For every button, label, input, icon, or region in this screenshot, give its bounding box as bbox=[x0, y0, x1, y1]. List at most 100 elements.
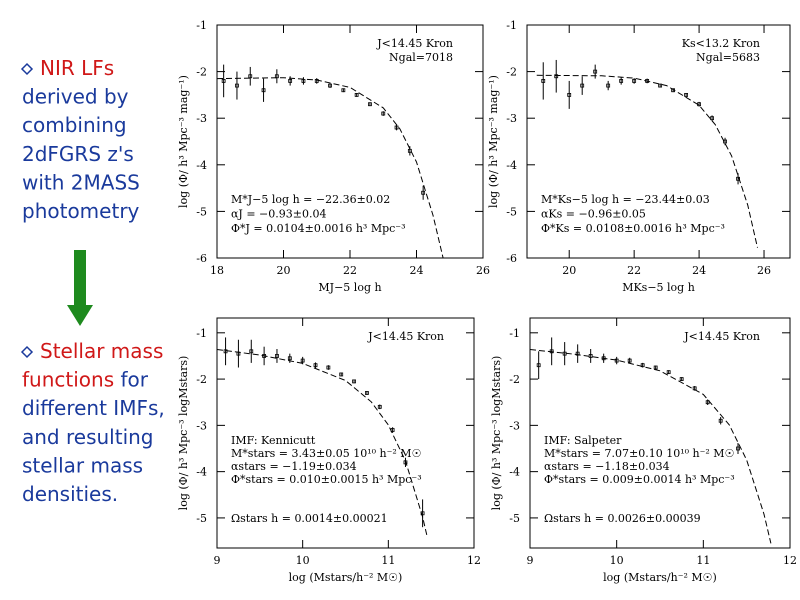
data-point bbox=[723, 139, 727, 144]
y-tick-label: -1 bbox=[196, 327, 207, 340]
data-point bbox=[275, 354, 279, 358]
data-point bbox=[390, 428, 395, 432]
data-point bbox=[403, 460, 408, 465]
data-point bbox=[697, 102, 701, 107]
density-note: Ωstars h = 0.0026±0.00039 bbox=[544, 512, 701, 525]
chart-panel: 9 10 11 12 -5 -4 -3 -2 -1 log (Mstars/h⁻² M☉) log … bbox=[490, 317, 797, 584]
panel-label: J<14.45 Kron bbox=[376, 37, 453, 50]
text-run: for bbox=[114, 368, 149, 392]
fit-annotation: Φ*stars = 0.010±0.0015 h³ Mpc⁻³ bbox=[231, 473, 422, 486]
text-run: and resulting bbox=[22, 425, 154, 449]
data-point bbox=[249, 349, 254, 354]
bullet-line: combining bbox=[22, 113, 127, 137]
text-run: Stellar mass bbox=[40, 339, 163, 363]
data-point bbox=[580, 83, 585, 88]
fit-annotation: IMF: Kennicutt bbox=[231, 434, 316, 447]
data-point bbox=[554, 74, 559, 79]
data-point bbox=[588, 354, 593, 358]
data-point bbox=[236, 351, 241, 356]
plot-frame bbox=[216, 317, 475, 549]
data-point bbox=[692, 386, 697, 391]
data-point bbox=[223, 349, 228, 354]
x-axis-label: log (Mstars/h⁻² M☉) bbox=[289, 571, 403, 584]
bullet-line: NIR LFs bbox=[40, 56, 114, 80]
plot-area bbox=[217, 64, 444, 258]
data-point bbox=[221, 79, 226, 83]
data-point bbox=[420, 511, 425, 516]
data-point bbox=[640, 363, 645, 368]
y-tick-label: -1 bbox=[506, 19, 517, 32]
bullet-line: and resulting bbox=[22, 425, 154, 449]
x-tick-label: 12 bbox=[467, 554, 481, 567]
data-point bbox=[314, 79, 319, 83]
data-point bbox=[368, 102, 372, 107]
text-run: NIR LFs bbox=[40, 56, 114, 80]
x-tick-label: 20 bbox=[277, 264, 291, 277]
chart-panel: 20 22 24 26 -6 -5 -4 -3 -2 -1 MKs−5 log h log (Φ/ h… bbox=[487, 19, 791, 294]
data-point bbox=[341, 88, 346, 93]
fit-annotation: IMF: Salpeter bbox=[544, 434, 622, 447]
data-point bbox=[627, 358, 632, 363]
data-point bbox=[614, 358, 619, 363]
schechter-fit bbox=[217, 77, 444, 258]
y-tick-label: -2 bbox=[509, 373, 520, 386]
bullet-diamond bbox=[20, 62, 34, 76]
text-run: densities. bbox=[22, 482, 118, 506]
plot-frame bbox=[526, 24, 791, 259]
plot-area bbox=[536, 59, 758, 248]
fit-annotation: Φ*stars = 0.009±0.0014 h³ Mpc⁻³ bbox=[544, 473, 735, 486]
fit-annotation: Φ*J = 0.0104±0.0016 h³ Mpc⁻³ bbox=[231, 222, 406, 235]
fit-annotation: M*stars = 3.43±0.05 10¹⁰ h⁻² M☉ bbox=[231, 447, 421, 460]
data-point bbox=[274, 74, 279, 79]
fit-annotation: M*J−5 log h = −22.36±0.02 bbox=[231, 193, 390, 206]
x-axis-label: MJ−5 log h bbox=[318, 281, 381, 294]
x-tick-label: 26 bbox=[476, 264, 490, 277]
data-point bbox=[407, 148, 412, 153]
bullet-line: derived by bbox=[22, 85, 129, 109]
y-tick-label: -1 bbox=[509, 327, 520, 340]
data-point bbox=[601, 356, 606, 361]
y-tick-label: -3 bbox=[506, 112, 517, 125]
fit-annotation: Φ*Ks = 0.0108±0.0016 h³ Mpc⁻³ bbox=[541, 222, 725, 235]
y-tick-label: -5 bbox=[509, 512, 520, 525]
data-point bbox=[549, 349, 554, 354]
data-point bbox=[736, 446, 740, 451]
data-point bbox=[261, 88, 266, 93]
y-tick-label: -5 bbox=[196, 512, 207, 525]
fit-annotation: αKs = −0.96±0.05 bbox=[541, 208, 646, 221]
bullet-line: Stellar mass bbox=[40, 339, 163, 363]
y-tick-label: -3 bbox=[509, 419, 520, 432]
x-tick-label: 10 bbox=[610, 554, 624, 567]
x-tick-label: 9 bbox=[214, 554, 221, 567]
data-point bbox=[679, 377, 684, 381]
data-point bbox=[705, 400, 710, 405]
fit-annotation: M*stars = 7.07±0.10 10¹⁰ h⁻² M☉ bbox=[544, 447, 734, 460]
data-point bbox=[658, 83, 663, 88]
data-point bbox=[262, 354, 267, 358]
data-point bbox=[300, 358, 305, 363]
bullet-diamond bbox=[20, 345, 34, 359]
data-point bbox=[339, 372, 344, 377]
data-point bbox=[718, 418, 723, 423]
charts: 18 20 22 24 26 -6 -5 -4 -3 -2 -1 MJ−5 log h log (Φ/ … bbox=[177, 19, 797, 584]
schechter-fit bbox=[217, 349, 428, 536]
data-point bbox=[287, 356, 292, 361]
x-tick-label: 22 bbox=[343, 264, 357, 277]
data-point bbox=[619, 79, 624, 83]
x-tick-label: 18 bbox=[210, 264, 224, 277]
fit-annotation: αJ = −0.93±0.04 bbox=[231, 208, 326, 221]
x-tick-label: 12 bbox=[783, 554, 797, 567]
y-tick-label: -6 bbox=[196, 252, 207, 265]
data-point bbox=[593, 69, 598, 74]
plot-frame bbox=[529, 317, 791, 549]
bullet-line: stellar mass bbox=[22, 453, 143, 477]
schechter-fit bbox=[536, 74, 758, 248]
bullet-line: functions for bbox=[22, 368, 149, 392]
text-run: photometry bbox=[22, 199, 140, 223]
data-point bbox=[666, 370, 671, 375]
x-tick-label: 24 bbox=[692, 264, 706, 277]
x-tick-label: 10 bbox=[296, 554, 310, 567]
data-point bbox=[352, 379, 356, 384]
